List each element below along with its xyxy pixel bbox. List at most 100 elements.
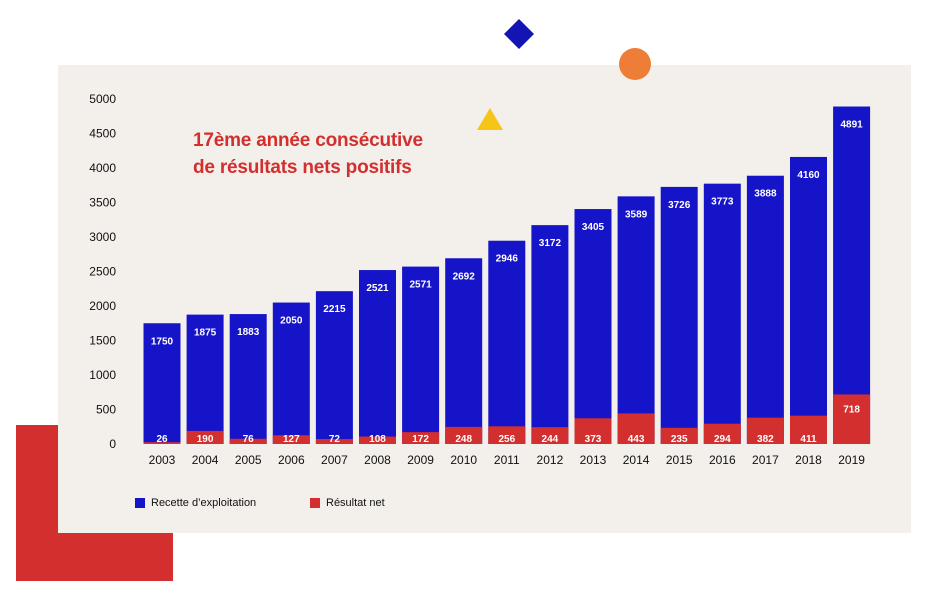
legend-label-net: Résultat net xyxy=(326,497,385,509)
x-tick-label: 2011 xyxy=(494,453,520,467)
net-result-bar xyxy=(746,417,784,444)
revenue-bar xyxy=(488,240,526,444)
net-result-data-label: 294 xyxy=(714,434,731,445)
revenue-bar xyxy=(186,314,224,444)
net-result-bar xyxy=(531,427,569,444)
revenue-bar xyxy=(272,302,310,444)
chart-headline: 17ème année consécutive de résultats net… xyxy=(193,127,423,181)
net-result-data-label: 190 xyxy=(197,434,214,445)
net-result-bar xyxy=(186,430,224,444)
net-result-bar xyxy=(617,413,655,444)
net-result-data-label: 172 xyxy=(412,434,429,445)
net-result-bar xyxy=(488,426,526,444)
revenue-bar xyxy=(359,270,396,444)
revenue-bar xyxy=(315,291,353,444)
y-tick-label: 2000 xyxy=(89,299,116,313)
revenue-bar xyxy=(746,175,784,444)
revenue-bar xyxy=(229,314,267,444)
y-tick-label: 500 xyxy=(96,403,116,417)
revenue-data-label: 2692 xyxy=(453,271,476,282)
revenue-bar xyxy=(790,156,827,444)
x-tick-label: 2010 xyxy=(450,453,477,467)
revenue-data-label: 2521 xyxy=(366,283,389,294)
net-result-data-label: 443 xyxy=(628,434,645,445)
y-tick-label: 0 xyxy=(109,437,116,451)
revenue-bar xyxy=(143,323,181,444)
x-tick-label: 2014 xyxy=(623,453,650,467)
net-result-bar xyxy=(660,427,698,444)
net-result-data-label: 256 xyxy=(498,434,515,445)
x-tick-label: 2018 xyxy=(795,453,822,467)
x-tick-label: 2009 xyxy=(407,453,434,467)
y-tick-label: 3500 xyxy=(89,196,116,210)
revenue-data-label: 1750 xyxy=(151,336,174,347)
revenue-bar xyxy=(833,106,871,445)
revenue-data-label: 4160 xyxy=(797,170,820,181)
revenue-data-label: 2946 xyxy=(496,254,519,265)
net-result-bar xyxy=(402,432,440,444)
net-result-bar xyxy=(445,426,483,444)
net-result-data-label: 108 xyxy=(369,434,386,445)
x-tick-label: 2003 xyxy=(149,453,176,467)
legend-swatch-revenue xyxy=(135,498,145,508)
legend-item-revenue: Recette d’exploitation xyxy=(135,497,256,509)
x-tick-label: 2008 xyxy=(364,453,391,467)
legend-item-net: Résultat net xyxy=(310,497,385,509)
revenue-bar xyxy=(617,196,655,444)
net-result-bar xyxy=(703,423,741,444)
revenue-data-label: 2215 xyxy=(323,304,346,315)
x-tick-label: 2013 xyxy=(580,453,607,467)
net-result-bar xyxy=(229,438,267,444)
net-result-data-label: 373 xyxy=(585,434,602,445)
revenue-data-label: 1875 xyxy=(194,328,217,339)
x-tick-label: 2019 xyxy=(838,453,865,467)
yellow-triangle-decor xyxy=(477,108,503,130)
net-result-data-label: 127 xyxy=(283,434,300,445)
revenue-data-label: 3172 xyxy=(539,238,562,249)
x-tick-label: 2012 xyxy=(537,453,564,467)
net-result-data-label: 235 xyxy=(671,434,688,445)
x-tick-label: 2004 xyxy=(192,453,219,467)
y-tick-label: 1500 xyxy=(89,334,116,348)
revenue-data-label: 3888 xyxy=(754,189,777,200)
revenue-data-label: 2050 xyxy=(280,316,303,327)
orange-circle-decor xyxy=(619,48,651,80)
x-tick-label: 2015 xyxy=(666,453,693,467)
net-result-bar xyxy=(359,436,396,444)
revenue-bar xyxy=(531,225,569,444)
revenue-bar xyxy=(445,258,483,444)
net-result-data-label: 248 xyxy=(455,434,472,445)
net-result-data-label: 76 xyxy=(243,434,255,445)
revenue-data-label: 3773 xyxy=(711,197,734,208)
net-result-bar xyxy=(833,394,871,444)
y-tick-label: 4000 xyxy=(89,161,116,175)
y-tick-label: 5000 xyxy=(89,92,116,106)
y-tick-label: 1000 xyxy=(89,368,116,382)
y-tick-label: 4500 xyxy=(89,127,116,141)
revenue-bar xyxy=(703,183,741,444)
revenue-data-label: 3405 xyxy=(582,222,605,233)
x-tick-label: 2007 xyxy=(321,453,348,467)
net-result-data-label: 26 xyxy=(156,434,168,445)
net-result-data-label: 382 xyxy=(757,434,774,445)
revenue-data-label: 1883 xyxy=(237,327,260,338)
revenue-data-label: 4891 xyxy=(840,120,863,131)
revenue-data-label: 2571 xyxy=(409,280,432,291)
revenue-data-label: 3726 xyxy=(668,200,691,211)
net-result-data-label: 718 xyxy=(843,404,860,415)
net-result-data-label: 72 xyxy=(329,434,341,445)
net-result-bar xyxy=(790,415,827,444)
net-result-bar xyxy=(315,439,353,444)
revenue-bar xyxy=(574,209,612,444)
revenue-data-label: 3589 xyxy=(625,209,648,220)
x-tick-label: 2006 xyxy=(278,453,305,467)
blue-diamond-decor xyxy=(504,19,534,49)
x-tick-label: 2016 xyxy=(709,453,736,467)
headline-line-1: 17ème année consécutive xyxy=(193,130,423,151)
y-tick-label: 2500 xyxy=(89,265,116,279)
net-result-data-label: 411 xyxy=(800,434,817,445)
revenue-bar xyxy=(660,186,698,444)
net-result-data-label: 244 xyxy=(542,434,559,445)
net-result-bar xyxy=(272,435,310,444)
